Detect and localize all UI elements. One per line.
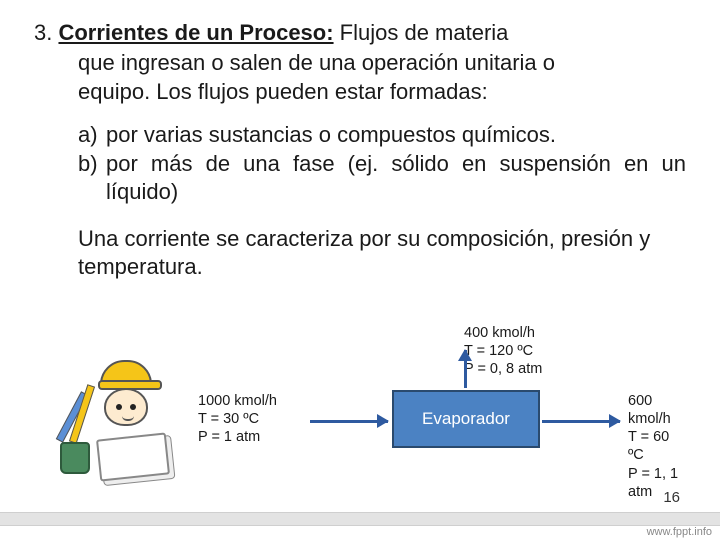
stream-temp: T = 30 ºC <box>198 410 277 428</box>
paragraph: Una corriente se caracteriza por su comp… <box>78 225 686 282</box>
bucket-icon <box>60 442 90 474</box>
process-box: Evaporador <box>392 390 540 448</box>
face-icon <box>104 388 148 426</box>
stream-temp: T = 60 ºC <box>628 428 680 464</box>
stream-flow: 600 kmol/h <box>628 392 680 428</box>
heading-title-bold: Corrientes de un Proceso: <box>58 20 333 45</box>
stream-flow: 400 kmol/h <box>464 324 542 342</box>
heading-block: 3. Corrientes de un Proceso: Flujos de m… <box>34 18 686 107</box>
stream-flow: 1000 kmol/h <box>198 392 277 410</box>
arrow-right-icon <box>310 420 388 423</box>
ordered-list: a) por varias sustancias o compuestos qu… <box>78 121 686 207</box>
stream-temp: T = 120 ºC <box>464 342 542 360</box>
process-box-label: Evaporador <box>422 409 510 429</box>
page-number: 16 <box>663 489 680 506</box>
helmet-icon <box>100 360 152 390</box>
footer-bar <box>0 512 720 526</box>
stream-label-top: 400 kmol/h T = 120 ºC P = 0, 8 atm <box>464 324 542 378</box>
slide: 3. Corrientes de un Proceso: Flujos de m… <box>0 0 720 540</box>
heading-title-rest1: Flujos de materia <box>334 20 509 45</box>
heading-number: 3. <box>34 20 52 45</box>
list-item: b) por más de una fase (ej. sólido en su… <box>78 150 686 207</box>
heading-line2: que ingresan o salen de una operación un… <box>34 48 686 78</box>
worker-illustration <box>60 354 180 474</box>
stream-press: P = 0, 8 atm <box>464 360 542 378</box>
arrow-right-icon <box>542 420 620 423</box>
list-marker-a: a) <box>78 121 106 150</box>
process-diagram: 1000 kmol/h T = 30 ºC P = 1 atm 400 kmol… <box>60 330 680 490</box>
watermark: www.fppt.info <box>647 526 712 538</box>
heading-line3: equipo. Los flujos pueden estar formadas… <box>34 77 686 107</box>
stream-label-inlet: 1000 kmol/h T = 30 ºC P = 1 atm <box>198 392 277 446</box>
list-text-a: por varias sustancias o compuestos quími… <box>106 121 686 150</box>
list-item: a) por varias sustancias o compuestos qu… <box>78 121 686 150</box>
stream-press: P = 1 atm <box>198 428 277 446</box>
arrow-up-icon <box>464 350 467 388</box>
list-marker-b: b) <box>78 150 106 207</box>
papers-icon <box>96 432 170 481</box>
stream-label-outlet: 600 kmol/h T = 60 ºC P = 1, 1 atm <box>628 392 680 501</box>
list-text-b: por más de una fase (ej. sólido en suspe… <box>106 150 686 207</box>
